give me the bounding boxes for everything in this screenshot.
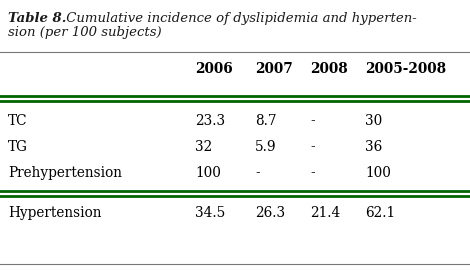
Text: Hypertension: Hypertension [8, 206, 102, 220]
Text: 36: 36 [365, 140, 382, 154]
Text: 100: 100 [195, 166, 221, 180]
Text: -: - [310, 166, 314, 180]
Text: 2007: 2007 [255, 62, 293, 76]
Text: -: - [255, 166, 259, 180]
Text: 34.5: 34.5 [195, 206, 225, 220]
Text: Cumulative incidence of dyslipidemia and hyperten-: Cumulative incidence of dyslipidemia and… [62, 12, 417, 25]
Text: TC: TC [8, 114, 28, 128]
Text: Table 8.: Table 8. [8, 12, 66, 25]
Text: -: - [310, 114, 314, 128]
Text: 8.7: 8.7 [255, 114, 276, 128]
Text: 2006: 2006 [195, 62, 233, 76]
Text: sion (per 100 subjects): sion (per 100 subjects) [8, 26, 162, 39]
Text: Prehypertension: Prehypertension [8, 166, 122, 180]
Text: 23.3: 23.3 [195, 114, 225, 128]
Text: 32: 32 [195, 140, 212, 154]
Text: 62.1: 62.1 [365, 206, 395, 220]
Text: TG: TG [8, 140, 28, 154]
Text: 21.4: 21.4 [310, 206, 340, 220]
Text: -: - [310, 140, 314, 154]
Text: 26.3: 26.3 [255, 206, 285, 220]
Text: 30: 30 [365, 114, 382, 128]
Text: 2008: 2008 [310, 62, 348, 76]
Text: 2005-2008: 2005-2008 [365, 62, 446, 76]
Text: 5.9: 5.9 [255, 140, 277, 154]
Text: 100: 100 [365, 166, 391, 180]
